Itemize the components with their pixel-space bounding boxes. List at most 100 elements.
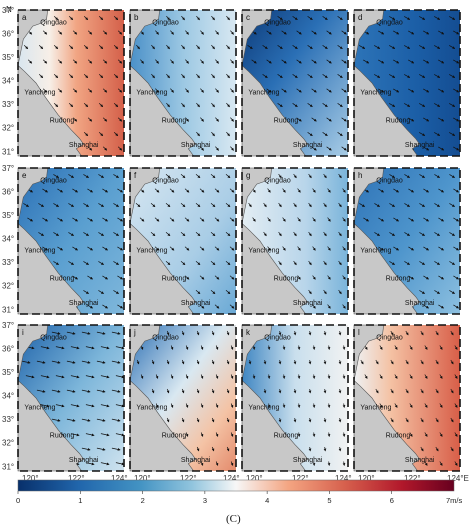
wind-arrow [85,462,95,466]
wind-arrow [379,345,383,350]
wind-arrow [454,461,458,466]
wind-arrow [66,418,76,422]
wind-arrow [307,74,313,78]
wind-arrow [326,146,332,151]
wind-arrow [327,246,331,251]
wind-arrow [338,388,342,394]
wind-arrow [98,15,104,21]
wind-arrow [151,359,155,365]
wind-arrow [311,117,317,122]
wind-arrow [449,132,456,136]
wind-arrow [111,389,121,393]
city-label-qingdao: Qingdao [152,20,179,27]
panel-frame [241,167,349,315]
wind-arrow [311,59,317,64]
wind-arrow [195,173,201,179]
wind-arrow [226,330,230,336]
wind-arrow [215,59,219,64]
wind-arrow [450,388,454,394]
wind-arrow [51,331,61,335]
panel-f: f Qingdao Yancheng Rudong Shanghai [129,167,237,315]
city-label-shanghai: Shanghai [181,300,211,307]
wind-arrow [81,331,91,335]
city-label-qingdao: Qingdao [152,335,179,342]
wind-arrow [98,232,104,236]
wind-arrow [296,117,302,122]
wind-arrow [27,217,33,222]
wind-arrow [296,88,302,93]
colorbar-tick-label: 4 [265,496,269,505]
wind-arrow [424,432,428,437]
panel-frame [17,167,125,315]
wind-arrow [277,74,283,78]
wind-arrow [341,146,347,151]
wind-arrow [424,374,428,379]
wind-arrow [337,132,343,136]
wind-arrow [113,203,119,207]
city-label-shanghai: Shanghai [293,300,323,307]
wind-arrow [113,232,119,236]
wind-arrow [51,389,61,393]
wind-arrow [185,374,189,379]
wind-arrow [312,432,316,437]
lat-tick-label: 37° [2,6,14,15]
wind-arrow [85,433,95,437]
wind-arrow [278,330,282,336]
wind-arrow [282,246,286,251]
wind-arrow [85,375,95,379]
wind-arrow [100,433,110,437]
wind-arrow [113,73,119,79]
city-label-rudong: Rudong [162,117,187,124]
lat-tick-label: 32° [2,124,14,133]
wind-arrow [215,461,219,466]
wind-arrow [111,360,121,364]
panel-frame [353,324,461,472]
wind-arrow [196,131,200,137]
wind-arrow [296,30,302,35]
wind-arrow [210,173,216,179]
wind-arrow [117,146,123,151]
wind-arrow [102,275,108,280]
wind-arrow [51,418,61,422]
city-label-rudong: Rudong [386,432,411,439]
wind-arrow [87,117,93,122]
wind-arrow [117,59,123,64]
wind-arrow [102,59,108,64]
wind-arrow [247,45,253,49]
panel-k: k Qingdao Yancheng Rudong Shanghai [241,324,349,472]
wind-arrow [68,102,74,108]
wind-arrow [438,30,445,35]
wind-arrow [297,432,301,437]
wind-arrow [453,275,459,280]
wind-arrow [389,16,396,20]
wind-arrow [113,15,119,21]
wind-arrow [98,44,104,50]
wind-arrow [229,217,235,222]
wind-arrow [170,345,174,350]
land-mask [17,324,85,472]
wind-arrow [393,246,399,251]
colorbar-tick-label: 1 [78,496,82,505]
wind-arrow [117,117,123,122]
wind-arrow [165,202,171,208]
wind-arrow [263,388,267,394]
wind-arrow [454,345,458,350]
wind-arrow [117,275,123,280]
wind-arrow [83,102,89,108]
city-label-shanghai: Shanghai [405,300,435,307]
wind-arrow [278,202,282,208]
wind-arrow [230,374,234,379]
wind-arrow [155,403,159,408]
lat-tick-label: 31° [2,147,14,156]
wind-arrow [438,59,445,64]
lat-axis-title: N [6,5,12,14]
wind-arrow [308,231,312,237]
panel-letter: e [22,171,27,180]
wind-arrow [439,345,443,350]
wind-arrow [180,173,186,179]
wind-arrow [341,59,347,64]
wind-arrow [215,432,219,437]
wind-arrow [438,217,444,222]
wind-arrow [449,45,456,49]
wind-arrow [449,16,456,20]
